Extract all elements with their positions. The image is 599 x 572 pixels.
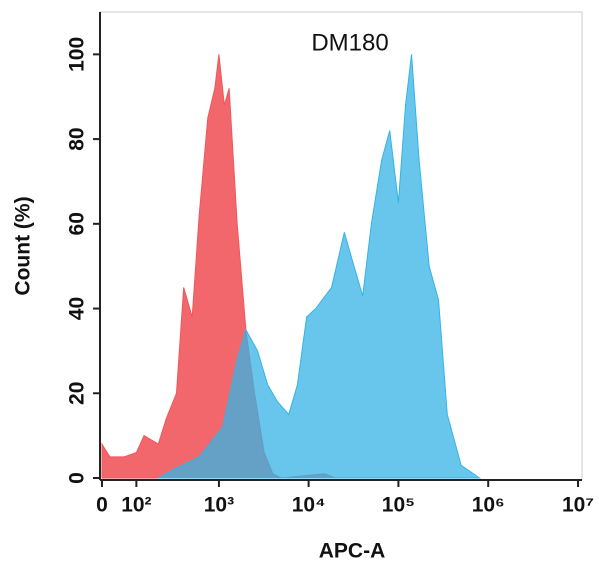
plot-area	[101, 54, 482, 479]
x-tick-label: 10⁵	[382, 494, 415, 517]
y-axis-label: Count (%)	[12, 196, 35, 295]
y-tick-label: 80	[66, 127, 89, 150]
y-tick-label: 0	[66, 472, 89, 484]
x-axis-label: APC-A	[319, 540, 386, 563]
histogram-area	[156, 54, 482, 479]
x-tick-label: 10⁴	[292, 494, 326, 517]
y-tick-label: 100	[66, 37, 89, 72]
x-tick-label: 10²	[121, 494, 151, 517]
y-tick-label: 60	[66, 212, 89, 235]
x-tick-label: 10⁶	[472, 494, 505, 517]
y-tick-label: 40	[66, 297, 89, 320]
chart-title: DM180	[311, 29, 388, 56]
y-tick-label: 20	[66, 382, 89, 405]
x-tick-label: 10⁷	[562, 494, 594, 517]
x-tick-label: 10³	[204, 494, 234, 517]
x-tick-label: 0	[96, 494, 108, 517]
